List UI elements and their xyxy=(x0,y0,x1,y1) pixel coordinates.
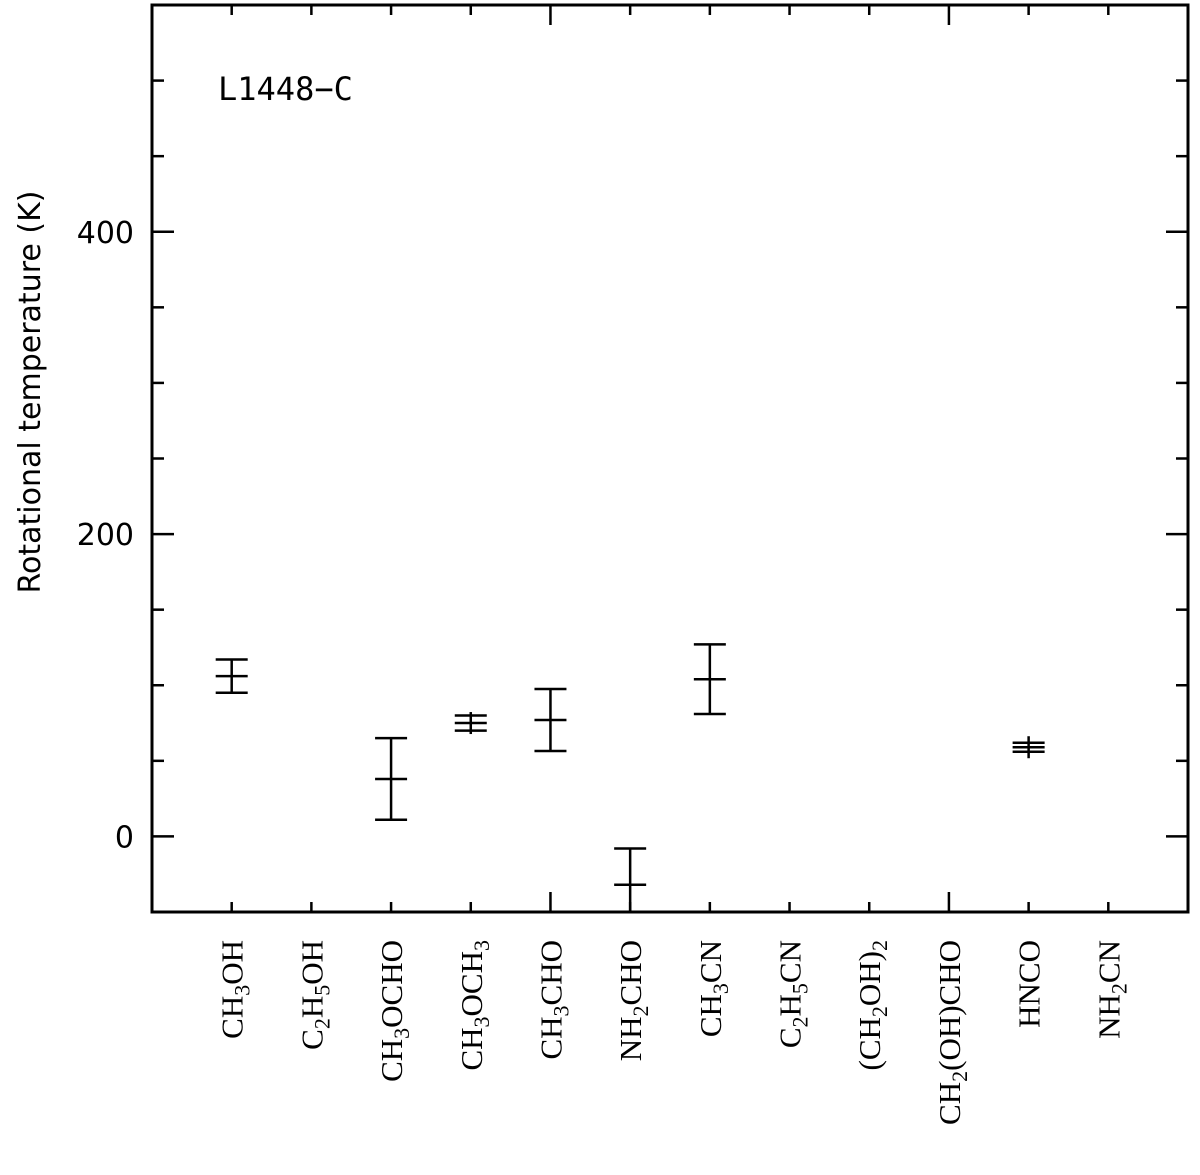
x-category-label: CH3OH xyxy=(215,940,255,1039)
data-point-hnco xyxy=(1012,736,1045,759)
x-category-label: C2H5CN xyxy=(773,940,813,1048)
x-category-label: CH3OCHO xyxy=(374,940,414,1082)
x-category-label: NH2CHO xyxy=(613,940,653,1061)
data-point-ch3ocho xyxy=(375,736,408,822)
y-tick-label: 400 xyxy=(77,216,134,251)
x-category-label: (CH2OH)2 xyxy=(852,940,892,1071)
data-points xyxy=(215,643,1045,912)
y-tick-label: 0 xyxy=(115,820,134,855)
data-point-ch3oh xyxy=(215,658,248,695)
plot-frame xyxy=(150,3,1190,914)
x-category-label: CH3CHO xyxy=(533,940,573,1060)
x-category-label: NH2CN xyxy=(1091,940,1131,1039)
data-point-ch3och3 xyxy=(454,712,487,735)
data-point-ch3cho xyxy=(534,687,567,753)
data-point-ch3cn xyxy=(693,643,726,716)
x-category-label: C2H5OH xyxy=(294,940,334,1050)
x-category-label: CH2(OH)CHO xyxy=(932,940,972,1125)
y-axis-label: Rotational temperature (K) xyxy=(13,191,48,594)
x-category-label: CH3OCH3 xyxy=(454,940,494,1071)
y-tick-label: 200 xyxy=(77,518,134,553)
annotation-label: L1448−C xyxy=(218,70,353,108)
x-category-label: CH3CN xyxy=(693,940,733,1037)
x-category-label: HNCO xyxy=(1012,940,1047,1028)
data-point-nh2cho xyxy=(614,847,647,912)
